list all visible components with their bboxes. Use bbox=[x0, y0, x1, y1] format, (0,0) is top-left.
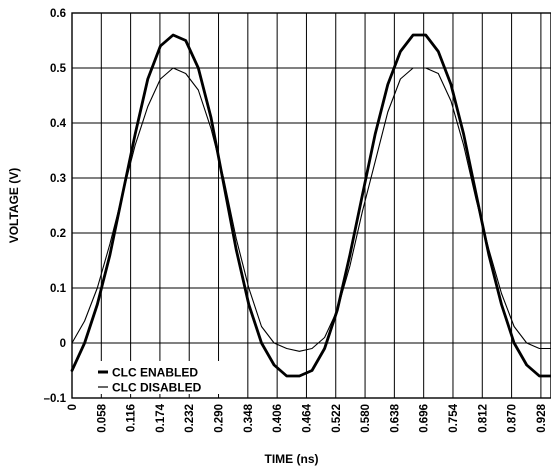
series-line-clc-disabled bbox=[71, 67, 551, 352]
series-layer bbox=[70, 33, 551, 378]
y-tick-label: 0.5 bbox=[50, 63, 67, 75]
x-tick-label: 0.174 bbox=[155, 403, 167, 432]
x-tick-label: 0.812 bbox=[477, 404, 489, 433]
x-tick-label: 0.058 bbox=[96, 403, 108, 432]
y-tick-label: 0.1 bbox=[50, 283, 67, 295]
y-axis-title: VOLTAGE (V) bbox=[7, 168, 21, 244]
x-tick-label: 0 bbox=[67, 404, 79, 410]
x-axis-title: TIME (ns) bbox=[265, 452, 319, 466]
x-tick-label: 0.870 bbox=[507, 404, 519, 433]
y-tick-label: 0.4 bbox=[50, 118, 67, 130]
x-tick-label: 0.580 bbox=[360, 404, 372, 433]
x-tick-labels: 0 0.058 0.116 0.174 0.232 0.290 0.348 0.406 0.46… bbox=[67, 403, 548, 433]
x-tick-label: 0.464 bbox=[301, 403, 313, 432]
x-tick-label: 0.928 bbox=[536, 403, 548, 432]
series-line-clc-enabled bbox=[70, 33, 551, 378]
y-tick-label: 0 bbox=[60, 338, 66, 350]
plot-frame bbox=[71, 12, 551, 399]
x-tick-label: 0.406 bbox=[272, 404, 284, 433]
x-tick-label: 0.754 bbox=[448, 403, 460, 432]
y-tick-label: 0.3 bbox=[50, 173, 66, 185]
x-tick-label: 0.348 bbox=[243, 403, 255, 432]
legend-label-clc-enabled: CLC ENABLED bbox=[112, 366, 198, 380]
x-tick-label: 0.522 bbox=[331, 404, 343, 433]
x-tick-label: 0.116 bbox=[126, 404, 138, 432]
y-tick-label: –0.1 bbox=[44, 393, 67, 405]
x-tick-label: 0.696 bbox=[419, 404, 431, 433]
grid bbox=[72, 13, 551, 398]
x-tick-label: 0.638 bbox=[389, 403, 401, 432]
y-tick-labels: –0.1 0 0.1 0.2 0.3 0.4 0.5 0.6 bbox=[44, 8, 67, 405]
legend-background bbox=[94, 361, 239, 394]
y-tick-label: 0.6 bbox=[50, 8, 66, 20]
x-tick-label: 0.232 bbox=[184, 404, 196, 433]
legend-label-clc-disabled: CLC DISABLED bbox=[112, 381, 202, 395]
x-tick-label: 0.290 bbox=[214, 404, 226, 433]
y-tick-label: 0.2 bbox=[50, 228, 66, 240]
